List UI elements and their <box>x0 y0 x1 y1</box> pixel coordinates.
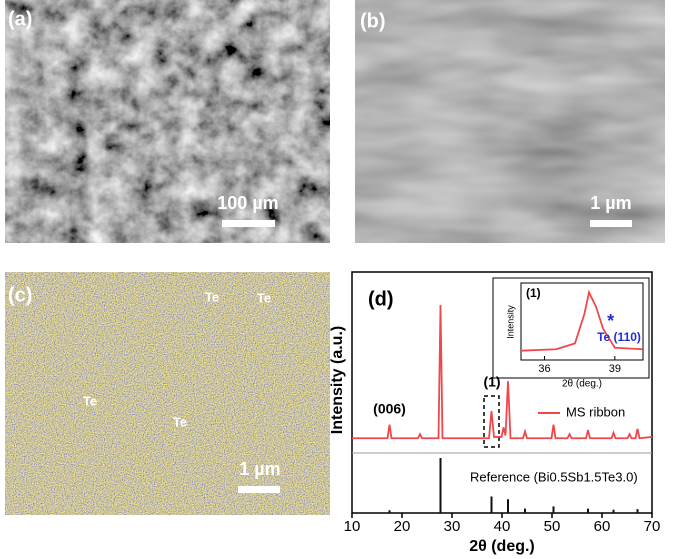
scale-bar <box>238 486 280 493</box>
legend-label: MS ribbon <box>566 404 625 419</box>
y-axis-label: Intensity (a.u.) <box>329 326 346 434</box>
panel-label: (a) <box>8 8 32 30</box>
scale-bar <box>590 220 632 227</box>
sem-texture-a <box>5 0 330 243</box>
scale-bar-label: 1 µm <box>239 459 280 479</box>
peak-annotation: (006) <box>373 401 406 417</box>
te-label: Te <box>173 414 187 429</box>
inset-label: (1) <box>526 286 541 300</box>
inset-marker-label: Te (110) <box>597 330 641 344</box>
panel-label: (b) <box>360 10 386 32</box>
x-tick-label: 20 <box>394 518 411 535</box>
inset-x-tick-label: 36 <box>538 363 550 375</box>
inset-x-tick-label: 39 <box>609 363 621 375</box>
x-tick-label: 50 <box>544 518 561 535</box>
xrd-line <box>352 304 653 440</box>
eds-texture <box>5 272 330 515</box>
inset-line <box>520 289 644 352</box>
x-tick-label: 60 <box>594 518 611 535</box>
x-tick-label: 10 <box>344 518 361 535</box>
inset-y-label: Intensity <box>505 305 515 339</box>
peak-annotation: (1) <box>483 374 500 390</box>
x-tick-label: 70 <box>644 518 661 535</box>
inset-marker: * <box>607 311 614 331</box>
panel-label: (d) <box>368 288 394 310</box>
panel-label: (c) <box>8 284 32 306</box>
inset-frame <box>520 282 644 361</box>
te-label: Te <box>257 290 271 305</box>
zoom-box <box>483 395 500 448</box>
legend-label: Reference (Bi0.5Sb1.5Te3.0) <box>470 469 638 484</box>
sem-texture-b <box>355 0 665 243</box>
x-tick-label: 40 <box>494 518 511 535</box>
scale-bar-label: 1 µm <box>590 193 631 213</box>
te-label: Te <box>205 289 219 304</box>
inset-x-label: 2θ (deg.) <box>562 379 602 390</box>
scale-bar-label: 100 µm <box>217 193 278 213</box>
inset-box <box>492 277 650 379</box>
te-label: Te <box>83 393 97 408</box>
x-tick-label: 30 <box>444 518 461 535</box>
scale-bar <box>222 220 275 227</box>
x-axis-label: 2θ (deg.) <box>469 538 535 555</box>
